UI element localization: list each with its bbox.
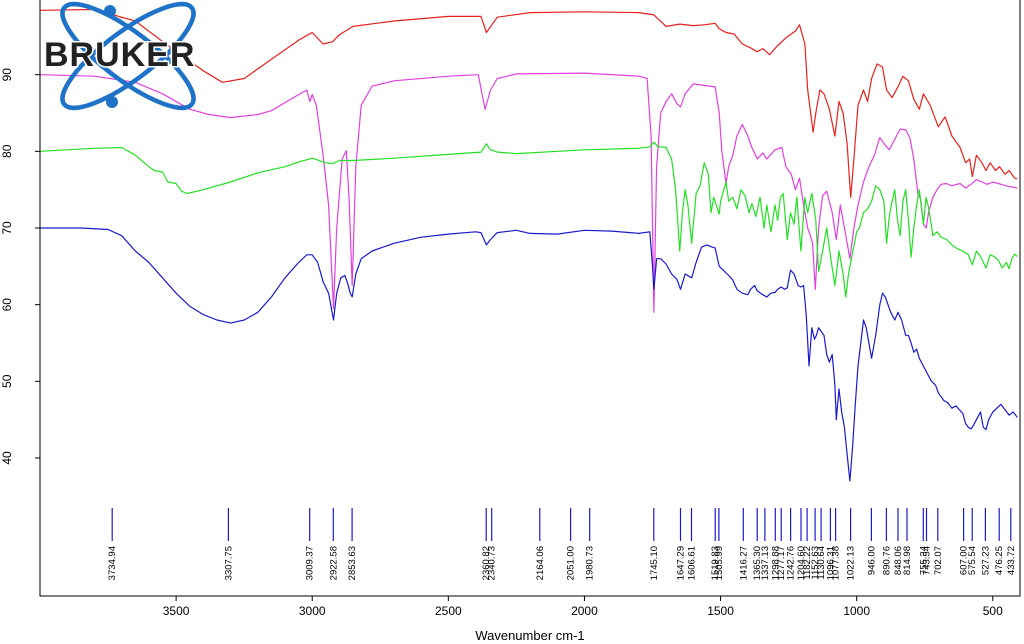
peak-label: 1298.88 (770, 546, 781, 580)
peak-label: 2164.06 (535, 546, 546, 580)
peak-label: 1980.73 (585, 546, 596, 580)
peak-label: 2853.63 (347, 546, 358, 580)
peak-label: 1204.60 (796, 546, 807, 580)
peak-label: 607.00 (959, 546, 970, 575)
spectrum-line-2 (39, 72, 1018, 313)
peak-label: 3734.94 (107, 546, 118, 580)
logo-wordmark: BRUKER (44, 36, 195, 74)
peak-label: 433.72 (1006, 546, 1017, 575)
y-tick-label: 80 (0, 144, 14, 158)
bruker-logo: BRUKER (43, 1, 196, 111)
peak-label: 755.34 (918, 546, 929, 575)
plot-frame (39, 0, 1021, 597)
peak-label: 2051.00 (566, 546, 577, 580)
y-tick-label: 60 (0, 298, 14, 312)
y-tick-label: 40 (0, 451, 14, 465)
spectrum-line-4 (40, 227, 1018, 482)
peak-label: 1519.83 (710, 546, 721, 580)
y-tick-label: 90 (0, 68, 14, 82)
x-tick-label: 500 (983, 604, 1003, 618)
peak-label: 1337.13 (760, 546, 771, 580)
x-axis-label: Wavenumber cm-1 (475, 628, 584, 643)
x-tick-label: 3500 (163, 604, 190, 618)
logo-orbit-rings (60, 1, 196, 111)
peak-label: 1505.99 (714, 546, 725, 580)
peak-label: 890.76 (881, 546, 892, 575)
peak-label: 2360.82 (481, 546, 492, 580)
logo-electron-bottom (106, 96, 118, 108)
peak-marker-group (111, 508, 1012, 541)
peak-label: 848.06 (893, 546, 904, 575)
peak-label: 1647.29 (676, 546, 687, 580)
y-tick-label: 50 (0, 374, 14, 388)
peak-label: 1242.76 (786, 546, 797, 580)
peak-label: 1416.27 (738, 546, 749, 580)
x-tick-label: 2500 (435, 604, 462, 618)
x-tick-label: 2000 (571, 604, 598, 618)
peak-label: 3009.37 (305, 546, 316, 580)
peak-label: 476.25 (994, 546, 1005, 575)
peak-label: 3307.75 (223, 546, 234, 580)
spectrum-line-1 (39, 8, 1018, 198)
x-tick-label: 1500 (707, 604, 734, 618)
peak-label: 1277.17 (776, 546, 787, 580)
x-tick-label: 3000 (299, 604, 326, 618)
y-tick-label: 70 (0, 221, 14, 235)
peak-label: 1182.22 (802, 546, 813, 580)
logo-electron-top (104, 5, 116, 17)
spectrum-series-group (39, 8, 1018, 482)
peak-label: 527.23 (980, 546, 991, 575)
peak-label: 1022.13 (846, 546, 857, 580)
spectrum-line-3 (39, 141, 1018, 298)
peak-label-group: 3734.94 3307.75 3009.37 2922.58 2853.63 2360.… (107, 546, 1017, 580)
peak-label: 1096.31 (825, 546, 836, 580)
peak-label: 1152.63 (810, 546, 821, 580)
peak-label: 1606.61 (687, 546, 698, 580)
peak-label: 2922.58 (328, 546, 339, 580)
peak-label: 1365.30 (752, 546, 763, 580)
peak-label: 946.00 (866, 546, 877, 575)
y-axis-ticks: 40 50 60 70 80 90 (0, 68, 40, 465)
peak-label: 2340.73 (487, 546, 498, 580)
peak-label: 743.54 (922, 546, 933, 575)
peak-label: 1130.64 (816, 546, 827, 580)
peak-label: 702.07 (933, 546, 944, 575)
peak-label: 1077.38 (831, 546, 842, 580)
x-tick-label: 1000 (843, 604, 870, 618)
peak-label: 575.54 (967, 546, 978, 575)
peak-label: 1745.10 (649, 546, 660, 580)
peak-label: 814.98 (902, 546, 913, 575)
x-axis-ticks: 3500 3000 2500 2000 1500 1000 500 (163, 596, 1003, 618)
